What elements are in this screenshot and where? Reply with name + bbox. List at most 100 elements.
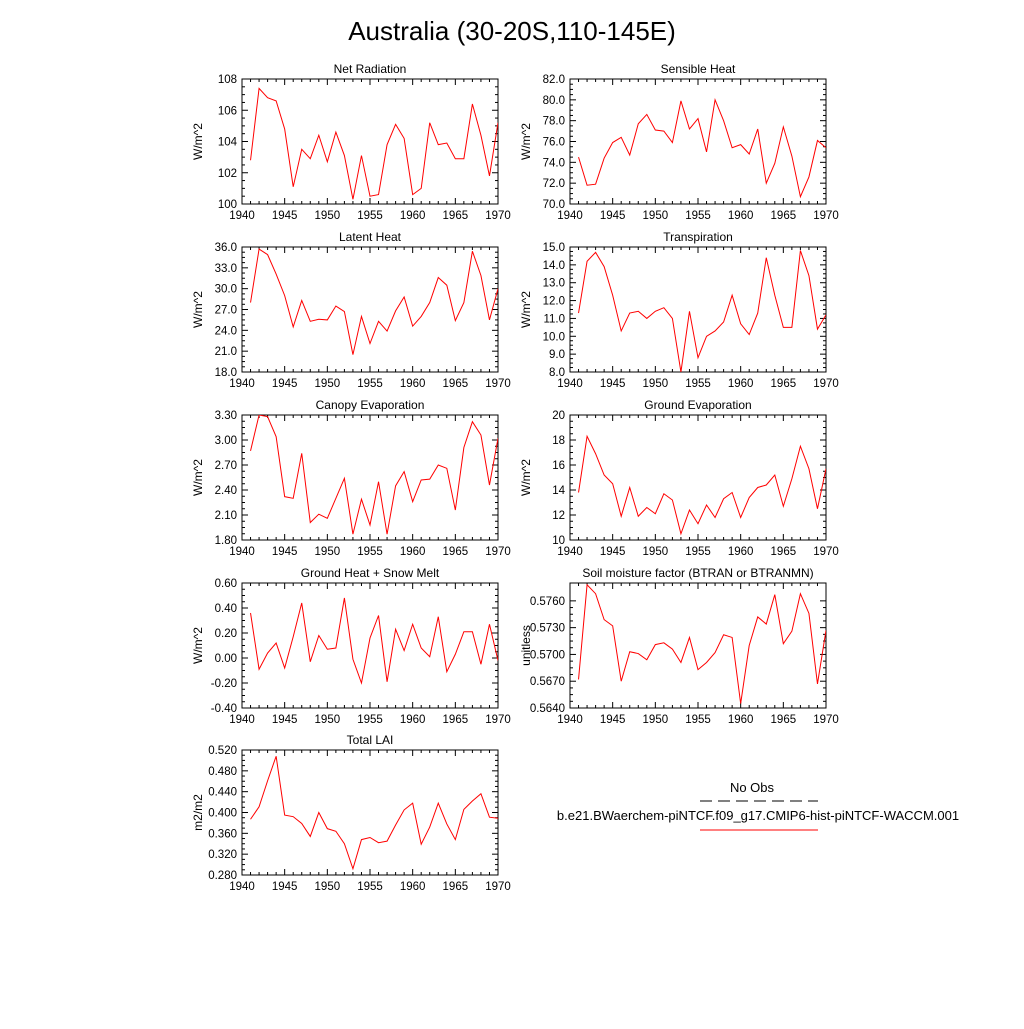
y-tick-label: 0.20 — [215, 628, 237, 640]
x-tick-label: 1945 — [272, 210, 298, 222]
series-line-0 — [250, 597, 498, 685]
y-axis-label: m2/m2 — [191, 794, 205, 831]
x-tick-label: 1955 — [685, 378, 711, 390]
y-tick-label: 36.0 — [215, 242, 237, 254]
x-tick-label: 1960 — [728, 546, 754, 558]
x-tick-label: 1940 — [557, 714, 583, 726]
y-tick-label: 14 — [552, 485, 565, 497]
x-tick-label: 1960 — [400, 378, 426, 390]
y-tick-label: 102 — [218, 168, 237, 180]
y-tick-label: 0.280 — [208, 870, 237, 882]
x-tick-label: 1970 — [485, 881, 511, 893]
x-tick-label: 1970 — [485, 714, 511, 726]
x-tick-label: 1970 — [813, 714, 839, 726]
x-tick-label: 1960 — [728, 210, 754, 222]
panel-title: Ground Evaporation — [644, 398, 751, 412]
x-tick-label: 1960 — [728, 378, 754, 390]
x-tick-label: 1960 — [400, 210, 426, 222]
series-line-0 — [578, 583, 826, 704]
x-tick-label: 1940 — [557, 546, 583, 558]
y-tick-label: 80.0 — [543, 95, 565, 107]
x-tick-label: 1960 — [400, 546, 426, 558]
y-tick-label: 24.0 — [215, 325, 237, 337]
plot-frame — [569, 414, 827, 541]
chart-panel-3: Transpiration 1940 1945 1950 1955 1960 1965 197… — [519, 230, 839, 390]
y-tick-label: 10.0 — [543, 331, 565, 343]
y-tick-label: 72.0 — [543, 178, 565, 190]
y-axis-label: unitless — [519, 625, 533, 666]
panel-title: Net Radiation — [334, 62, 407, 76]
x-tick-label: 1945 — [600, 546, 626, 558]
x-tick-label: 1950 — [643, 714, 669, 726]
y-tick-label: 0.40 — [215, 603, 237, 615]
y-tick-label: -0.40 — [211, 703, 237, 715]
y-axis-label: W/m^2 — [191, 459, 205, 496]
x-tick-label: 1960 — [400, 714, 426, 726]
series-line-0 — [578, 250, 826, 372]
x-tick-label: 1950 — [643, 546, 669, 558]
y-tick-label: 8.0 — [549, 367, 565, 379]
y-tick-label: 0.5640 — [530, 703, 565, 715]
plot-frame — [569, 582, 827, 709]
x-tick-label: 1940 — [557, 378, 583, 390]
x-tick-label: 1950 — [315, 881, 341, 893]
chart-panel-8: Total LAI 1940 1945 1950 1955 1960 1965 1970 0.2… — [191, 733, 511, 893]
y-tick-label: 108 — [218, 74, 237, 86]
x-tick-label: 1955 — [357, 881, 383, 893]
x-tick-label: 1945 — [600, 714, 626, 726]
x-tick-label: 1965 — [443, 714, 469, 726]
x-tick-label: 1955 — [685, 546, 711, 558]
chart-panel-7: Soil moisture factor (BTRAN or BTRANMN) 1… — [519, 566, 839, 726]
y-axis-label: W/m^2 — [191, 291, 205, 328]
y-tick-label: 0.00 — [215, 653, 237, 665]
x-tick-label: 1955 — [357, 378, 383, 390]
y-tick-label: 12.0 — [543, 296, 565, 308]
y-tick-label: 14.0 — [543, 260, 565, 272]
y-tick-label: 0.520 — [208, 745, 237, 757]
y-tick-label: 33.0 — [215, 263, 237, 275]
x-tick-label: 1955 — [685, 714, 711, 726]
x-tick-label: 1945 — [272, 546, 298, 558]
x-tick-label: 1945 — [272, 881, 298, 893]
y-tick-label: 0.440 — [208, 787, 237, 799]
y-tick-label: 0.400 — [208, 808, 237, 820]
chart-panel-5: Ground Evaporation 1940 1945 1950 1955 1960 19… — [519, 398, 839, 558]
panel-title: Total LAI — [347, 733, 394, 747]
x-tick-label: 1940 — [229, 546, 255, 558]
x-tick-label: 1960 — [400, 881, 426, 893]
y-tick-label: 0.60 — [215, 578, 237, 590]
y-tick-label: 0.5700 — [530, 649, 565, 661]
y-axis-label: W/m^2 — [519, 123, 533, 160]
x-tick-label: 1965 — [771, 210, 797, 222]
y-axis-label: W/m^2 — [519, 291, 533, 328]
x-tick-label: 1965 — [443, 210, 469, 222]
x-tick-label: 1940 — [229, 210, 255, 222]
y-tick-label: 2.10 — [215, 510, 237, 522]
x-tick-label: 1940 — [557, 210, 583, 222]
panel-title: Latent Heat — [339, 230, 402, 244]
y-tick-label: 9.0 — [549, 349, 565, 361]
page-title: Australia (30-20S,110-145E) — [348, 16, 676, 46]
chart-panel-0: Net Radiation 1940 1945 1950 1955 1960 1965 197… — [191, 62, 511, 222]
series-line-0 — [578, 434, 826, 536]
x-tick-label: 1940 — [229, 378, 255, 390]
y-tick-label: 20 — [552, 410, 565, 422]
plot-frame — [241, 78, 499, 205]
plot-frame — [241, 749, 499, 876]
x-tick-label: 1965 — [443, 546, 469, 558]
plot-frame — [569, 246, 827, 373]
y-tick-label: 0.5760 — [530, 596, 565, 608]
x-tick-label: 1965 — [443, 378, 469, 390]
y-tick-label: 2.40 — [215, 485, 237, 497]
chart-panel-1: Sensible Heat 1940 1945 1950 1955 1960 1965 197… — [519, 62, 839, 222]
legend-case-label: b.e21.BWaerchem-piNTCF.f09_g17.CMIP6-his… — [557, 808, 959, 823]
y-tick-label: 0.5670 — [530, 676, 565, 688]
y-tick-label: 12 — [552, 510, 565, 522]
x-tick-label: 1970 — [813, 210, 839, 222]
y-tick-label: 106 — [218, 105, 237, 117]
series-line-0 — [250, 248, 498, 355]
y-tick-label: 78.0 — [543, 116, 565, 128]
y-tick-label: -0.20 — [211, 678, 237, 690]
y-tick-label: 10 — [552, 535, 565, 547]
